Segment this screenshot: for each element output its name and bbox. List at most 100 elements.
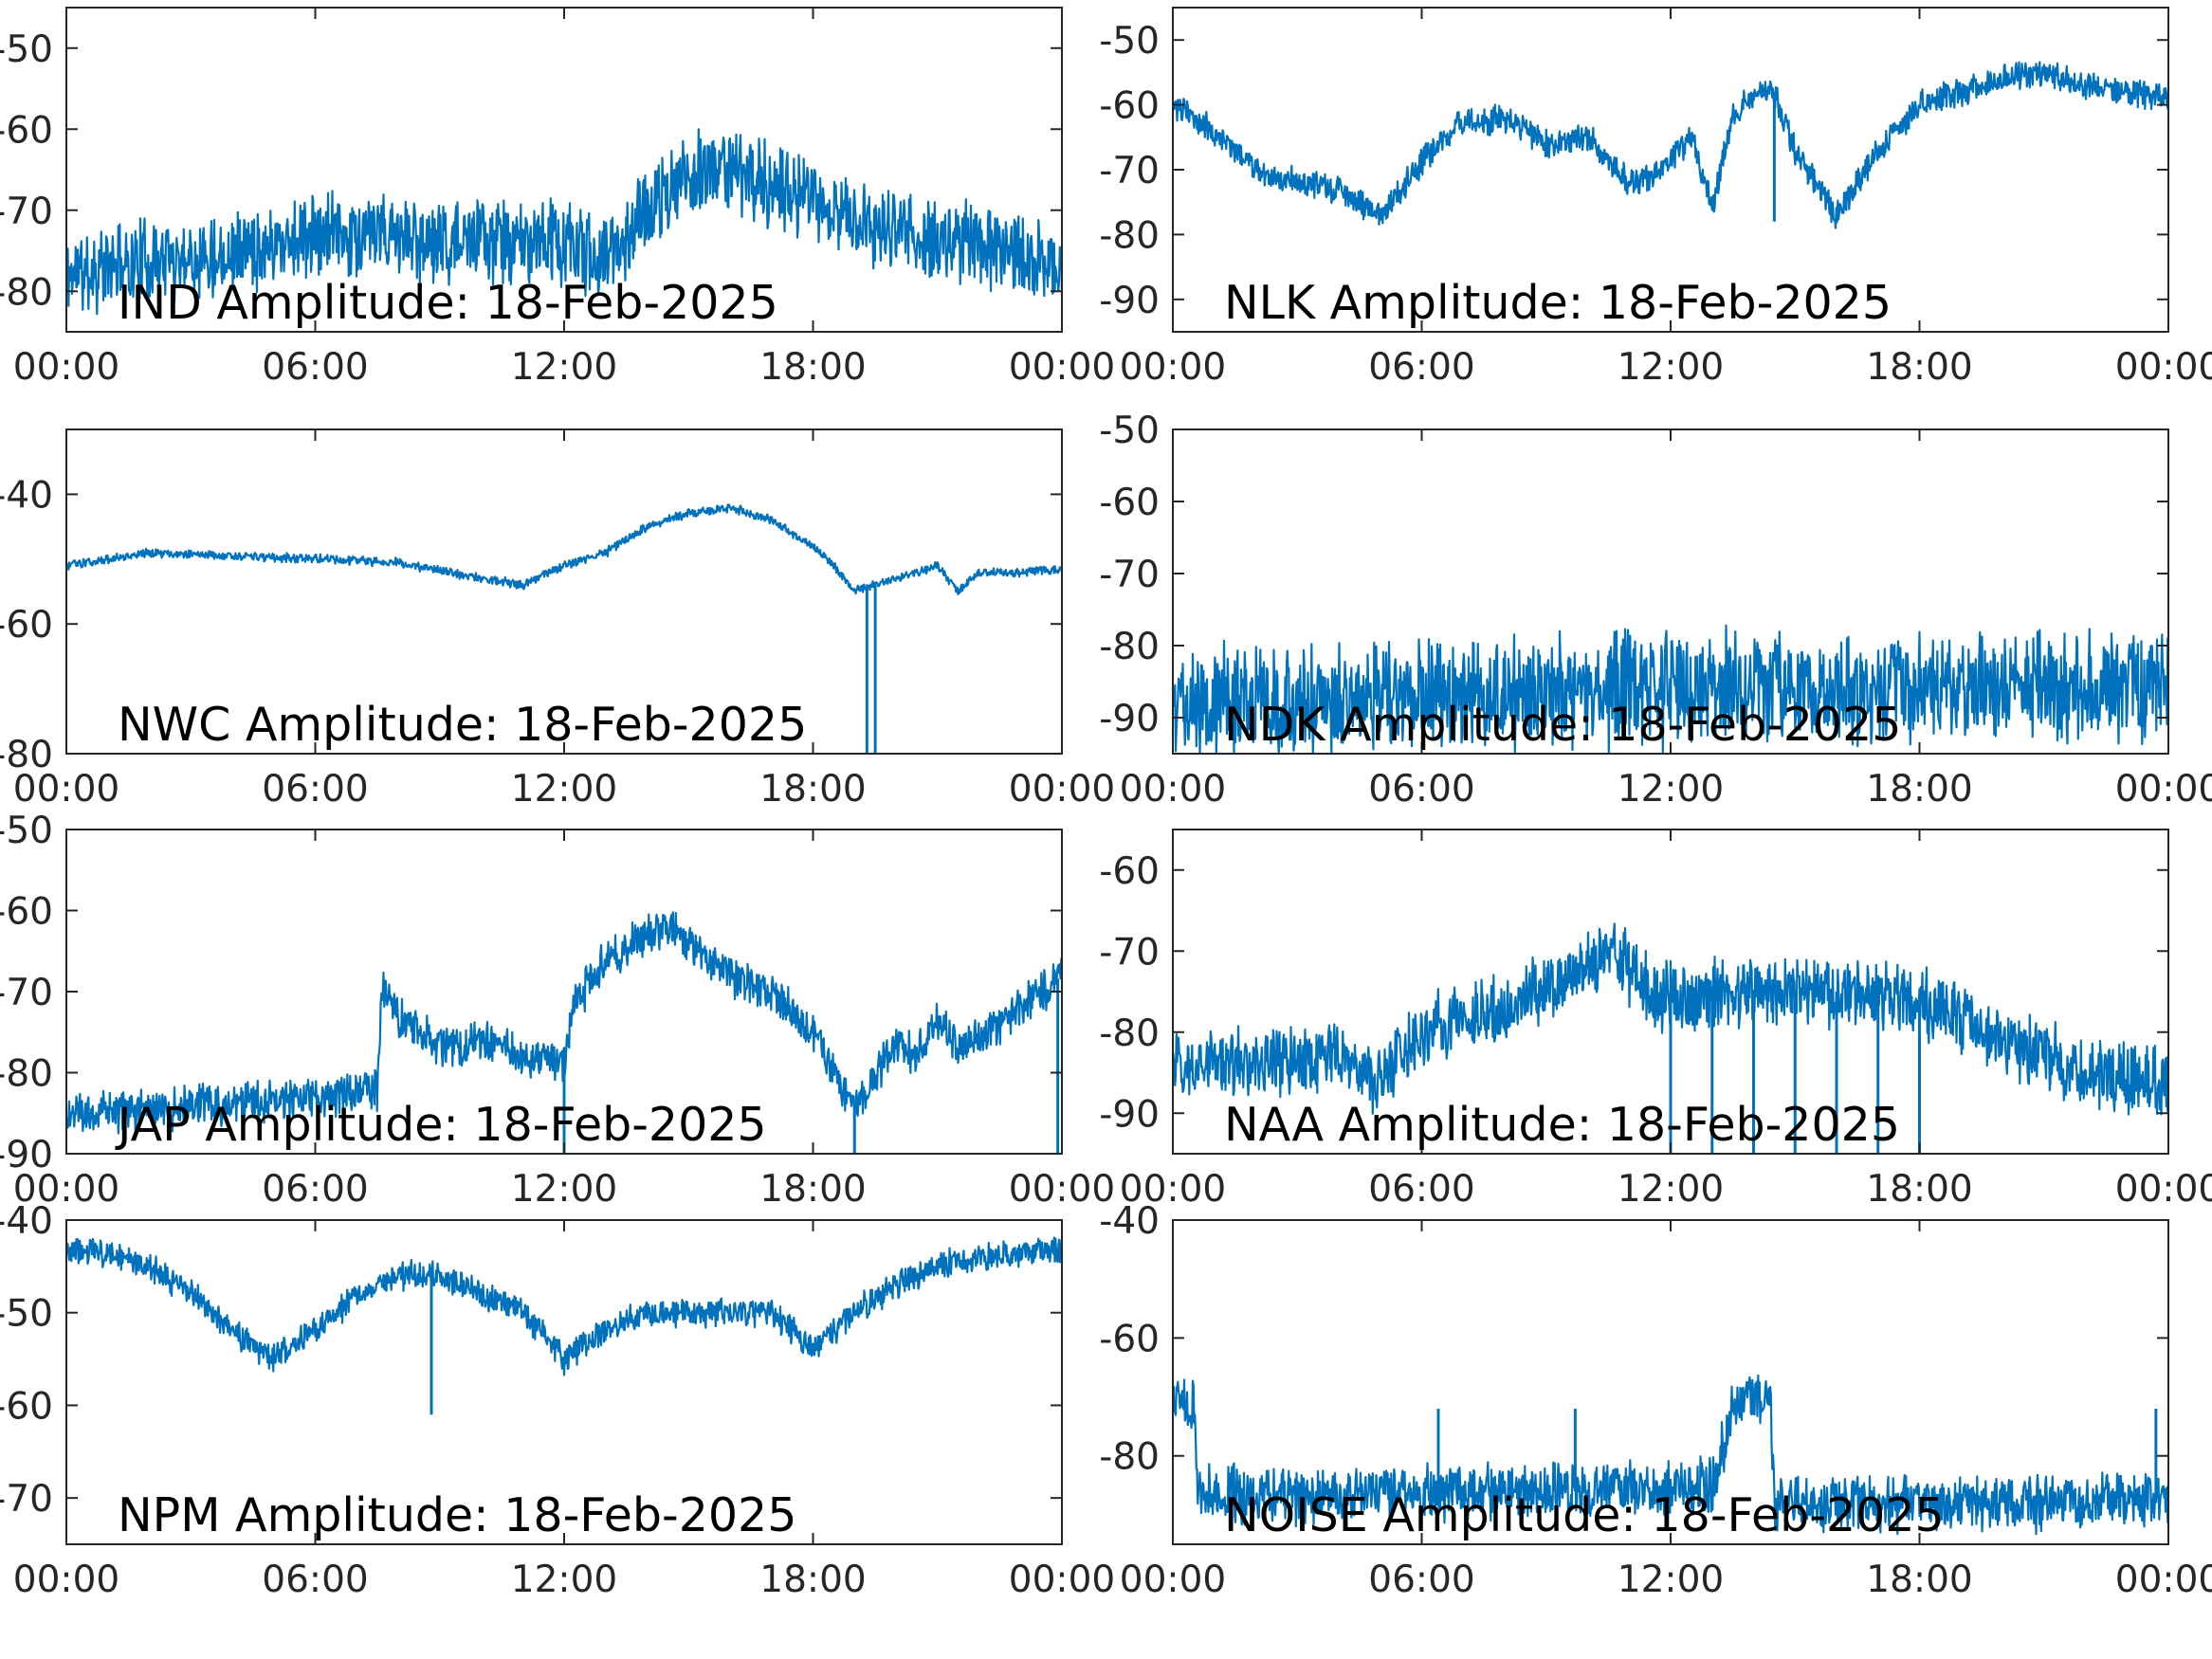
tick-marks — [65, 8, 1063, 332]
x-tick-label: 06:00 — [262, 768, 368, 811]
series-line — [65, 503, 1064, 595]
trace-layer — [1171, 922, 2170, 1154]
y-tick-label: -60 — [0, 604, 53, 647]
y-tick-label: -70 — [1099, 150, 1160, 192]
x-tick-label: 00:00 — [1009, 346, 1115, 389]
y-tick-labels: -40 -50 -60 -70 — [0, 1200, 53, 1521]
x-tick-label: 12:00 — [1618, 1168, 1724, 1211]
y-tick-label: -80 — [1099, 1012, 1160, 1055]
y-tick-label: -80 — [1099, 1436, 1160, 1479]
panel-title: NPM Amplitude: 18-Feb-2025 — [118, 1488, 796, 1542]
y-tick-label: -80 — [0, 1053, 53, 1096]
x-tick-label: 06:00 — [1368, 768, 1474, 811]
x-tick-label: 00:00 — [1009, 1559, 1115, 1601]
tick-marks — [1172, 1219, 2169, 1544]
y-tick-labels: -50 -60 -70 -80 -90 — [1099, 20, 1160, 322]
tick-marks — [1172, 8, 2169, 332]
series-line — [64, 128, 1064, 316]
x-tick-label: 00:00 — [1120, 1168, 1226, 1211]
panel-nwc: -40 -60 -80 00:00 06:00 12:00 18:00 00:0… — [0, 428, 1115, 811]
trace-layer — [64, 128, 1064, 316]
x-tick-label: 00:00 — [2115, 1559, 2212, 1601]
y-tick-label: -80 — [1099, 626, 1160, 668]
x-tick-label: 00:00 — [13, 346, 119, 389]
panel-noise: -40 -60 -80 00:00 06:00 12:00 18:00 00:0… — [1099, 1200, 2212, 1601]
y-tick-label: -60 — [1099, 850, 1160, 893]
x-tick-label: 12:00 — [1618, 1559, 1724, 1601]
trace-layer — [1171, 624, 2170, 756]
x-tick-label: 06:00 — [262, 346, 368, 389]
x-tick-labels: 00:00 06:00 12:00 18:00 00:00 — [13, 346, 1115, 389]
x-tick-label: 06:00 — [1368, 346, 1474, 389]
panel-title: IND Amplitude: 18-Feb-2025 — [118, 276, 778, 330]
x-tick-label: 12:00 — [511, 1559, 617, 1601]
y-tick-label: -50 — [0, 28, 53, 71]
x-tick-label: 00:00 — [1120, 1559, 1226, 1601]
tick-marks — [65, 429, 1063, 755]
series-line — [1171, 61, 2170, 229]
y-tick-label: -50 — [0, 1293, 53, 1336]
y-tick-labels: -60 -70 -80 -90 — [1099, 850, 1160, 1137]
y-tick-label: -50 — [0, 810, 53, 852]
x-tick-label: 18:00 — [759, 768, 866, 811]
panel-npm: -40 -50 -60 -70 00:00 06:00 12:00 18:00 … — [0, 1200, 1115, 1601]
y-tick-label: -90 — [1099, 280, 1160, 322]
x-tick-label: 18:00 — [1866, 1559, 1972, 1601]
panel-title: NWC Amplitude: 18-Feb-2025 — [118, 698, 807, 752]
y-tick-label: -90 — [1099, 1093, 1160, 1136]
series-line — [1171, 624, 2170, 756]
panel-title: NAA Amplitude: 18-Feb-2025 — [1224, 1098, 1900, 1152]
panel-title: NDK Amplitude: 18-Feb-2025 — [1224, 698, 1901, 752]
x-tick-label: 00:00 — [13, 768, 119, 811]
y-tick-label: -50 — [1099, 410, 1160, 452]
y-tick-label: -40 — [1099, 1200, 1160, 1243]
x-tick-label: 00:00 — [1009, 1168, 1115, 1211]
y-tick-labels: -50 -60 -70 -80 -90 — [0, 810, 53, 1176]
x-tick-label: 00:00 — [13, 1168, 119, 1211]
x-tick-label: 18:00 — [759, 346, 866, 389]
y-tick-label: -60 — [0, 1385, 53, 1428]
x-tick-labels: 00:00 06:00 12:00 18:00 00:00 — [1120, 768, 2212, 811]
panel-title: NOISE Amplitude: 18-Feb-2025 — [1224, 1488, 1945, 1542]
y-tick-label: -90 — [1099, 698, 1160, 740]
trace-layer — [64, 911, 1064, 1154]
x-tick-label: 12:00 — [1618, 346, 1724, 389]
y-tick-label: -70 — [1099, 554, 1160, 596]
x-tick-label: 06:00 — [262, 1559, 368, 1601]
x-tick-label: 00:00 — [2115, 346, 2212, 389]
series-line — [1171, 1374, 2170, 1536]
y-tick-label: -70 — [1099, 931, 1160, 974]
panel-ind: -50 -60 -70 -80 00:00 06:00 12:00 18:00 … — [0, 7, 1115, 389]
x-tick-label: 00:00 — [2115, 1168, 2212, 1211]
x-tick-label: 18:00 — [759, 1559, 866, 1601]
panel-nlk: -50 -60 -70 -80 -90 00:00 06:00 12:00 18… — [1099, 7, 2212, 389]
y-tick-label: -70 — [0, 191, 53, 233]
trace-layer — [1171, 61, 2170, 229]
x-tick-label: 18:00 — [1866, 346, 1972, 389]
panel-naa: -60 -70 -80 -90 00:00 06:00 12:00 18:00 … — [1099, 829, 2212, 1211]
x-tick-label: 18:00 — [759, 1168, 866, 1211]
panel-title: NLK Amplitude: 18-Feb-2025 — [1224, 276, 1892, 330]
series-line — [1171, 922, 2170, 1116]
tick-marks — [1172, 830, 2169, 1154]
x-tick-labels: 00:00 06:00 12:00 18:00 00:00 — [1120, 1559, 2212, 1601]
x-tick-label: 06:00 — [1368, 1559, 1474, 1601]
y-tick-label: -60 — [1099, 85, 1160, 128]
y-tick-label: -80 — [1099, 214, 1160, 257]
x-tick-label: 00:00 — [1120, 346, 1226, 389]
x-tick-label: 00:00 — [13, 1559, 119, 1601]
y-tick-label: -40 — [0, 1200, 53, 1243]
tick-marks — [65, 829, 1063, 1155]
x-tick-labels: 00:00 06:00 12:00 18:00 00:00 — [13, 1559, 1115, 1601]
y-tick-label: -60 — [1099, 1318, 1160, 1360]
x-tick-label: 12:00 — [511, 346, 617, 389]
x-tick-label: 12:00 — [511, 1168, 617, 1211]
y-tick-label: -60 — [0, 891, 53, 934]
x-tick-label: 00:00 — [2115, 768, 2212, 811]
y-tick-label: -80 — [0, 271, 53, 314]
x-tick-label: 06:00 — [1368, 1168, 1474, 1211]
y-tick-label: -60 — [1099, 482, 1160, 524]
x-tick-label: 00:00 — [1120, 768, 1226, 811]
y-tick-label: -50 — [1099, 20, 1160, 63]
